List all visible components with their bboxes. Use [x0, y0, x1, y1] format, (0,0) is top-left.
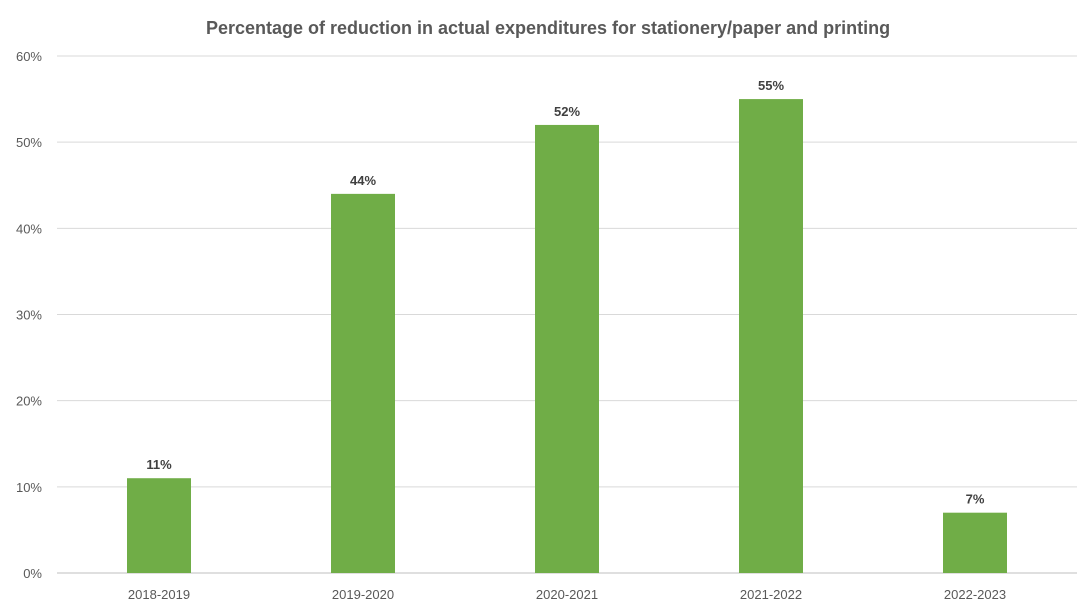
- x-category-label: 2021-2022: [740, 587, 802, 602]
- data-label: 44%: [350, 173, 376, 188]
- y-tick-label: 50%: [16, 135, 42, 150]
- y-tick-label: 30%: [16, 308, 42, 323]
- data-label: 55%: [758, 78, 784, 93]
- x-category-label: 2020-2021: [536, 587, 598, 602]
- x-category-label: 2019-2020: [332, 587, 394, 602]
- bar: [535, 124, 599, 573]
- y-tick-label: 10%: [16, 480, 42, 495]
- data-label: 52%: [554, 104, 580, 119]
- bar: [127, 478, 191, 573]
- y-tick-label: 40%: [16, 221, 42, 236]
- x-axis-categories: 2018-2019 2019-2020 2020-2021 2021-2022 2022…: [128, 587, 1006, 602]
- data-label: 7%: [966, 492, 985, 507]
- data-label: 11%: [146, 457, 172, 472]
- bars: [127, 99, 1007, 573]
- y-tick-label: 0%: [23, 566, 42, 581]
- x-category-label: 2022-2023: [944, 587, 1006, 602]
- bar: [739, 99, 803, 573]
- y-tick-label: 20%: [16, 394, 42, 409]
- y-axis-ticks: 0% 10% 20% 30% 40% 50% 60%: [16, 49, 42, 581]
- bar: [331, 193, 395, 573]
- x-category-label: 2018-2019: [128, 587, 190, 602]
- data-labels: 11% 44% 52% 55% 7%: [146, 78, 984, 507]
- y-tick-label: 60%: [16, 49, 42, 64]
- chart-title: Percentage of reduction in actual expend…: [206, 18, 890, 38]
- bar: [943, 512, 1007, 573]
